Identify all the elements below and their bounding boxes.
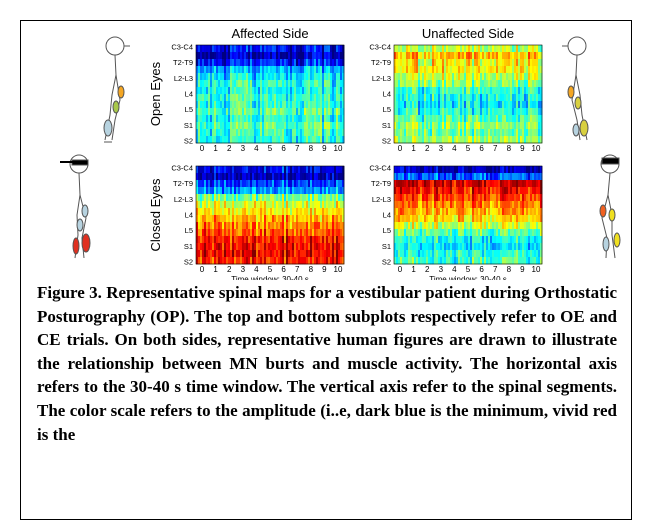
- segment-label: S1: [184, 121, 193, 130]
- time-tick-label: 0: [398, 144, 403, 153]
- human-figure: [104, 37, 130, 142]
- row-title: Closed Eyes: [148, 178, 163, 251]
- time-tick-label: 2: [227, 144, 232, 153]
- time-tick-label: 4: [452, 265, 457, 274]
- spinal-map: [394, 45, 542, 143]
- row-title: Open Eyes: [148, 61, 163, 126]
- column-title: Unaffected Side: [422, 26, 514, 41]
- segment-label: C3-C4: [171, 164, 193, 173]
- segment-label: S1: [184, 242, 193, 251]
- time-tick-label: 3: [439, 265, 444, 274]
- segment-label: T2-T9: [371, 58, 391, 67]
- time-tick-label: 3: [439, 144, 444, 153]
- segment-label: L5: [383, 226, 391, 235]
- time-tick-label: 8: [507, 144, 512, 153]
- time-tick-label: 3: [241, 265, 246, 274]
- time-tick-label: 2: [425, 144, 430, 153]
- time-tick-label: 5: [466, 265, 471, 274]
- segment-label: L2-L3: [372, 74, 391, 83]
- time-tick-label: 8: [309, 265, 314, 274]
- time-tick-label: 2: [227, 265, 232, 274]
- time-tick-label: 6: [281, 144, 286, 153]
- time-tick-label: 7: [493, 265, 498, 274]
- column-title: Affected Side: [231, 26, 308, 41]
- time-tick-label: 3: [241, 144, 246, 153]
- segment-label: L2-L3: [174, 74, 193, 83]
- segment-label: L4: [185, 90, 193, 99]
- time-tick-label: 5: [268, 265, 273, 274]
- segment-label: L4: [383, 211, 391, 220]
- figure-caption: Figure 3. Representative spinal maps for…: [37, 281, 617, 446]
- segment-label: T2-T9: [173, 58, 193, 67]
- segment-label: S2: [382, 137, 391, 146]
- x-axis-label: Time window: 30-40 s: [231, 275, 309, 280]
- segment-label: L5: [383, 105, 391, 114]
- segment-label: C3-C4: [369, 164, 391, 173]
- time-tick-label: 9: [520, 144, 525, 153]
- x-axis-label: Time window: 30-40 s: [429, 275, 507, 280]
- segment-label: L2-L3: [174, 195, 193, 204]
- figure: C3-C4T2-T9L2-L3L4L5S1S2012345678910C3-C4…: [0, 0, 654, 280]
- time-tick-label: 4: [452, 144, 457, 153]
- segment-label: L2-L3: [372, 195, 391, 204]
- time-tick-label: 6: [479, 144, 484, 153]
- time-tick-label: 4: [254, 144, 259, 153]
- time-tick-label: 6: [281, 265, 286, 274]
- spinal-map: [196, 45, 344, 143]
- segment-label: L5: [185, 226, 193, 235]
- segment-label: S1: [382, 121, 391, 130]
- segment-label: S1: [382, 242, 391, 251]
- segment-label: C3-C4: [171, 43, 193, 52]
- time-tick-label: 8: [309, 144, 314, 153]
- time-tick-label: 9: [520, 265, 525, 274]
- segment-label: L4: [185, 211, 193, 220]
- segment-label: T2-T9: [173, 179, 193, 188]
- time-tick-label: 8: [507, 265, 512, 274]
- segment-label: S2: [184, 258, 193, 267]
- time-tick-label: 0: [398, 265, 403, 274]
- time-tick-label: 2: [425, 265, 430, 274]
- segment-label: T2-T9: [371, 179, 391, 188]
- time-tick-label: 7: [493, 144, 498, 153]
- spinal-map: [394, 166, 542, 264]
- time-tick-label: 1: [213, 144, 218, 153]
- time-tick-label: 4: [254, 265, 259, 274]
- time-tick-label: 10: [334, 265, 343, 274]
- segment-label: S2: [184, 137, 193, 146]
- time-tick-label: 0: [200, 144, 205, 153]
- time-tick-label: 1: [411, 144, 416, 153]
- segment-label: L5: [185, 105, 193, 114]
- time-tick-label: 10: [334, 144, 343, 153]
- time-tick-label: 9: [322, 265, 327, 274]
- segment-label: C3-C4: [369, 43, 391, 52]
- human-figure: [562, 37, 588, 140]
- time-tick-label: 7: [295, 265, 300, 274]
- segment-label: L4: [383, 90, 391, 99]
- human-figure-blindfold: [600, 155, 620, 258]
- spinal-map: [196, 166, 344, 264]
- time-tick-label: 0: [200, 265, 205, 274]
- time-tick-label: 1: [213, 265, 218, 274]
- time-tick-label: 1: [411, 265, 416, 274]
- human-figure-blindfold: [60, 155, 90, 258]
- time-tick-label: 7: [295, 144, 300, 153]
- time-tick-label: 10: [532, 265, 541, 274]
- segment-label: S2: [382, 258, 391, 267]
- time-tick-label: 10: [532, 144, 541, 153]
- time-tick-label: 5: [466, 144, 471, 153]
- page: {"panels": {"columns": ["Affected Side",…: [0, 0, 654, 508]
- time-tick-label: 6: [479, 265, 484, 274]
- time-tick-label: 5: [268, 144, 273, 153]
- time-tick-label: 9: [322, 144, 327, 153]
